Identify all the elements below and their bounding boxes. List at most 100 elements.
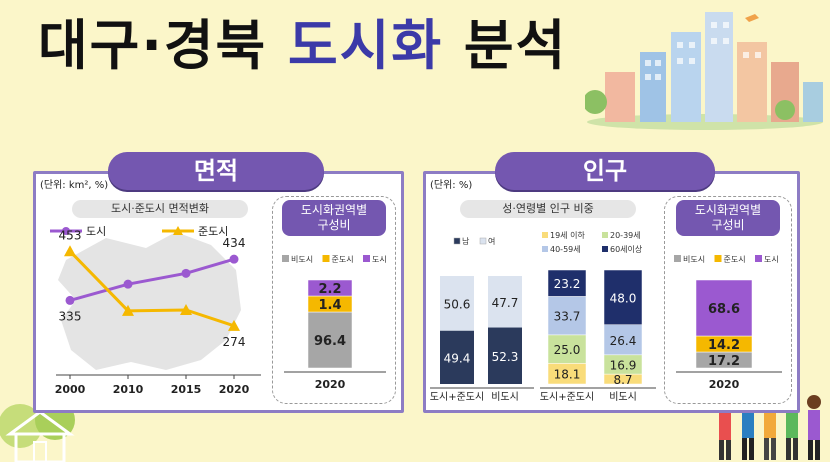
- point-도시-2010: [123, 279, 133, 289]
- legend-label-도시: 도시: [372, 255, 387, 264]
- area-pill-title: 면적: [108, 152, 324, 190]
- population-stack-chart: 비도시 준도시 도시 17.214.2 68.6 2020: [674, 255, 782, 391]
- bar-도시+준도시-60세이상: [547, 269, 587, 297]
- legend-swatch-19세 이하: [542, 232, 548, 238]
- point-도시-2000: [65, 295, 75, 305]
- area-card-title-line2: 구성비: [317, 218, 351, 232]
- bar-도시+준도시-남: [440, 330, 474, 384]
- legend-swatch-준도시: [714, 255, 722, 262]
- stack-segment-도시: [307, 279, 353, 297]
- legend-label-40-59세: 40-59세: [550, 245, 581, 254]
- bar-label-비도시-19세 이하: 8.7: [613, 373, 632, 387]
- population-age-chart: 19세 이하 20-39세 40-59세 60세이상 18.1 25.0 33.7 23.2 도…: [540, 230, 656, 403]
- stack-label-준도시: 14.2: [708, 338, 740, 353]
- legend-label-준도시: 준도시: [198, 225, 228, 238]
- point-도시-2020: [229, 254, 239, 264]
- title-part3: 분석: [463, 14, 568, 77]
- stack-segment-도시: [695, 279, 753, 337]
- legend-swatch-비도시: [282, 255, 289, 262]
- page-title: 대구·경북 도시화 분석: [38, 6, 567, 86]
- legend-label-준도시: 준도시: [724, 255, 746, 264]
- area-stack-chart: 비도시 준도시 도시 96.4 1.42.2 2020: [282, 255, 387, 391]
- area-card-title: 도시화권역별 구성비: [282, 200, 386, 236]
- legend-swatch-비도시: [674, 255, 681, 262]
- x-tick-2010: 2010: [113, 383, 144, 396]
- bar-비도시-60세이상: [603, 269, 643, 325]
- x-tick-gender-1: 비도시: [491, 391, 519, 403]
- bar-비도시-여: [488, 276, 522, 328]
- x-tick-gender-0: 도시+준도시: [430, 391, 484, 403]
- point-준도시-2010: [122, 304, 134, 316]
- bar-label-도시+준도시-20-39세: 25.0: [554, 343, 581, 357]
- legend-label-남: 남: [462, 237, 470, 246]
- area-card-title-line1: 도시화권역별: [300, 203, 368, 217]
- legend-swatch-도시: [755, 255, 762, 262]
- legend-marker-준도시: [173, 226, 183, 235]
- point-준도시-2020: [228, 319, 240, 331]
- bar-label-도시+준도시-여: 50.6: [444, 297, 471, 311]
- stack-label-준도시: 1.4: [318, 298, 341, 313]
- bar-label-비도시-40-59세: 26.4: [610, 334, 637, 348]
- bar-도시+준도시-40-59세: [547, 296, 587, 336]
- area-subtitle: 도시·준도시 면적변화: [72, 200, 248, 218]
- title-part1: 대구·경북: [38, 14, 268, 77]
- bar-비도시-남: [488, 327, 522, 384]
- population-card-title-line2: 구성비: [711, 218, 745, 232]
- legend-label-비도시: 비도시: [683, 255, 705, 264]
- region-map-silhouette: [58, 232, 241, 370]
- bar-label-비도시-20-39세: 16.9: [610, 358, 637, 372]
- bar-label-도시+준도시-남: 49.4: [444, 351, 471, 365]
- bar-label-도시+준도시-19세 이하: 18.1: [554, 368, 581, 382]
- x-tick-age-1: 비도시: [609, 391, 637, 403]
- data-label-도시-2000: 335: [59, 309, 82, 323]
- legend-swatch-여: [479, 237, 487, 245]
- legend-label-준도시: 준도시: [332, 255, 354, 264]
- legend-swatch-40-59세: [542, 246, 548, 252]
- bar-도시+준도시-20-39세: [547, 334, 587, 364]
- bar-비도시-40-59세: [603, 324, 643, 356]
- bar-label-도시+준도시-40-59세: 33.7: [554, 310, 581, 324]
- legend-label-여: 여: [488, 236, 495, 246]
- stack-label-비도시: 17.2: [708, 354, 740, 369]
- point-준도시-2000: [64, 245, 76, 257]
- population-subtitle: 성·연령별 인구 비중: [460, 200, 636, 218]
- bar-label-비도시-여: 47.7: [492, 296, 519, 310]
- x-tick-2020: 2020: [315, 378, 346, 391]
- bar-label-도시+준도시-60세이상: 23.2: [554, 277, 581, 291]
- area-line-chart: 도시 준도시 335 434 453 274 2000 2010 2015 2020: [50, 225, 261, 396]
- data-label-도시-2020: 434: [223, 236, 246, 250]
- legend-swatch-60세이상: [602, 246, 608, 252]
- point-도시-2015: [181, 268, 191, 278]
- legend-label-60세이상: 60세이상: [610, 244, 643, 254]
- title-part2: 도시화: [288, 14, 444, 77]
- stack-segment-비도시: [307, 311, 353, 369]
- x-tick-2020: 2020: [709, 378, 740, 391]
- population-card-title-line1: 도시화권역별: [694, 203, 762, 217]
- legend-label-비도시: 비도시: [291, 255, 313, 264]
- city-skyline-illustration: [585, 12, 823, 130]
- x-tick-2000: 2000: [55, 383, 86, 396]
- bar-label-비도시-남: 52.3: [492, 350, 519, 364]
- population-unit-label: (단위: %): [430, 180, 473, 191]
- x-tick-2020: 2020: [219, 383, 250, 396]
- bar-도시+준도시-여: [440, 276, 474, 331]
- point-준도시-2015: [180, 304, 192, 315]
- legend-marker-도시: [62, 227, 70, 235]
- data-label-준도시-2000: 453: [59, 228, 82, 242]
- stack-label-도시: 2.2: [318, 282, 341, 297]
- legend-label-도시: 도시: [86, 225, 106, 238]
- series-line-도시: [69, 257, 235, 302]
- x-tick-age-0: 도시+준도시: [540, 391, 594, 403]
- stack-label-도시: 68.6: [708, 302, 740, 317]
- legend-label-도시: 도시: [764, 255, 779, 264]
- legend-label-19세 이하: 19세 이하: [550, 230, 585, 240]
- series-line-준도시: [68, 250, 235, 328]
- house-illustration: [0, 400, 75, 462]
- legend-swatch-남: [453, 237, 461, 245]
- population-pill-title: 인구: [495, 152, 715, 190]
- population-card-title: 도시화권역별 구성비: [676, 200, 780, 236]
- data-label-준도시-2020: 274: [223, 335, 246, 349]
- population-gender-chart: 남 여 49.4 50.6 도시+준도시 52.3 47.7 비도시: [430, 236, 534, 403]
- legend-swatch-준도시: [322, 255, 330, 262]
- area-unit-label: (단위: km², %): [40, 180, 109, 191]
